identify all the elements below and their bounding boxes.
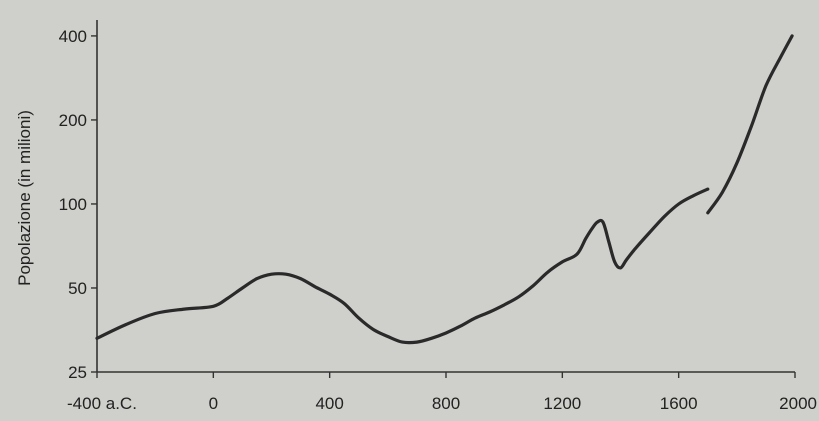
- series-line-2: [706, 34, 794, 215]
- x-tick-label: 400: [315, 394, 343, 413]
- series-lines: [95, 34, 794, 345]
- x-tick-label: -400 a.C.: [67, 394, 137, 413]
- y-tick-label: 50: [68, 279, 87, 298]
- x-axis-ticks: -400 a.C. 0 400 800 1200 1600 2000: [67, 372, 817, 413]
- x-tick-label: 1200: [543, 394, 581, 413]
- y-axis-title: Popolazione (in milioni): [15, 110, 34, 286]
- plot-area: 25 50 100 200 400 -400 a.C. 0 400 800 1200 1600 20…: [59, 20, 817, 413]
- x-tick-label: 0: [209, 394, 218, 413]
- y-tick-label: 400: [59, 27, 87, 46]
- y-tick-label: 100: [59, 195, 87, 214]
- y-tick-label: 25: [68, 363, 87, 382]
- x-tick-label: 1600: [660, 394, 698, 413]
- series-line-1: [95, 187, 710, 345]
- y-axis-ticks: 25 50 100 200 400: [59, 27, 97, 382]
- y-tick-label: 200: [59, 111, 87, 130]
- x-tick-label: 800: [432, 394, 460, 413]
- x-tick-label: 2000: [779, 394, 817, 413]
